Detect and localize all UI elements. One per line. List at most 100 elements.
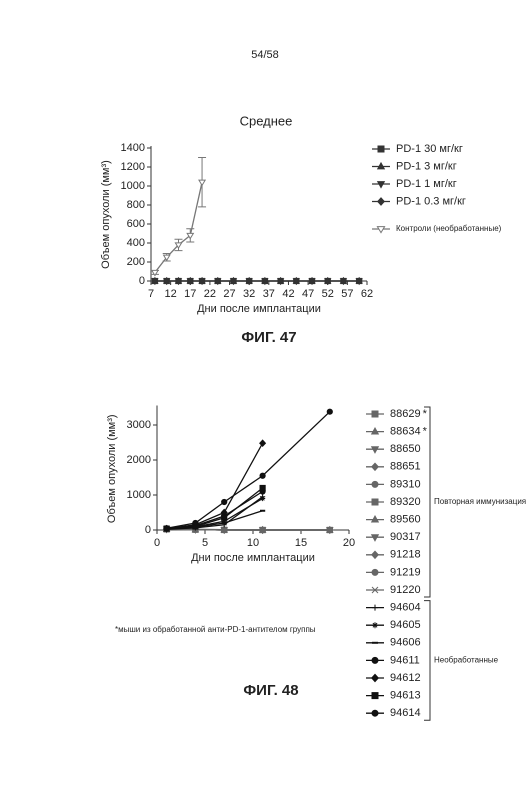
y-tick-label: 3000 bbox=[127, 419, 151, 431]
legend-label: 89320 bbox=[390, 496, 421, 508]
marker bbox=[198, 179, 207, 187]
figure-caption: ФИГ. 48 bbox=[243, 682, 298, 699]
x-tick-label: 37 bbox=[263, 288, 275, 300]
x-tick-label: 62 bbox=[361, 288, 373, 300]
group-bracket bbox=[424, 406, 431, 598]
series-line bbox=[166, 487, 263, 530]
marker bbox=[326, 408, 333, 415]
series-line bbox=[154, 182, 203, 273]
x-tick-label: 0 bbox=[154, 537, 160, 549]
legend-label: 91218 bbox=[390, 549, 421, 561]
marker bbox=[324, 277, 332, 285]
x-tick-label: 12 bbox=[165, 288, 177, 300]
legend-label: 88629 bbox=[390, 408, 421, 420]
legend-label: 94611 bbox=[390, 654, 420, 666]
marker bbox=[174, 277, 183, 285]
marker bbox=[371, 709, 379, 717]
marker bbox=[371, 656, 379, 664]
x-tick-label: 32 bbox=[243, 288, 255, 300]
legend-label: 94612 bbox=[390, 672, 421, 684]
marker bbox=[214, 277, 222, 285]
y-tick-label: 1200 bbox=[121, 161, 145, 173]
marker bbox=[377, 145, 385, 153]
legend-label: 91219 bbox=[390, 566, 421, 578]
y-tick-label: 200 bbox=[127, 256, 145, 268]
y-axis-label: Объем опухоли (мм³) bbox=[106, 414, 118, 523]
marker bbox=[162, 254, 171, 262]
marker bbox=[371, 568, 379, 576]
y-tick-label: 400 bbox=[127, 237, 145, 249]
y-axis-label: Объем опухоли (мм³) bbox=[100, 160, 112, 269]
x-tick-label: 17 bbox=[184, 288, 196, 300]
legend-label: 91220 bbox=[390, 584, 421, 596]
x-tick-label: 7 bbox=[148, 288, 154, 300]
figure-caption: ФИГ. 47 bbox=[241, 329, 296, 346]
legend-label: 94606 bbox=[390, 637, 421, 649]
y-tick-label: 0 bbox=[145, 524, 151, 536]
marker bbox=[186, 232, 195, 240]
x-tick-label: 22 bbox=[204, 288, 216, 300]
marker bbox=[371, 462, 379, 472]
legend-note: * bbox=[423, 426, 428, 438]
x-axis-label: Дни после имплантации bbox=[197, 303, 321, 315]
legend-label: 94614 bbox=[390, 707, 421, 719]
marker bbox=[371, 498, 379, 506]
marker bbox=[371, 586, 379, 594]
legend-label: 88634 bbox=[390, 426, 421, 438]
marker bbox=[372, 622, 378, 629]
legend-label: 94604 bbox=[390, 602, 421, 614]
marker bbox=[339, 277, 347, 285]
marker bbox=[376, 181, 386, 189]
y-tick-label: 800 bbox=[127, 199, 145, 211]
series-line bbox=[166, 528, 330, 531]
x-tick-label: 15 bbox=[295, 537, 307, 549]
legend-label: 94613 bbox=[390, 690, 421, 702]
y-tick-label: 2000 bbox=[127, 454, 151, 466]
marker bbox=[326, 527, 333, 533]
footnote: *мыши из обработанной анти-PD-1-антитело… bbox=[115, 625, 316, 634]
legend-label: 88650 bbox=[390, 443, 421, 455]
marker bbox=[371, 550, 379, 560]
legend-label: PD-1 1 мг/кг bbox=[396, 178, 457, 190]
marker bbox=[370, 514, 380, 523]
marker bbox=[259, 527, 266, 533]
marker bbox=[221, 498, 228, 506]
y-tick-label: 1000 bbox=[127, 489, 151, 501]
legend-label: 94605 bbox=[390, 619, 421, 631]
marker bbox=[245, 277, 253, 285]
group-label: Повторная иммунизация bbox=[434, 497, 526, 506]
legend-label: 88651 bbox=[390, 461, 421, 473]
marker bbox=[371, 480, 379, 488]
x-tick-label: 47 bbox=[302, 288, 314, 300]
marker bbox=[371, 673, 379, 683]
x-tick-label: 42 bbox=[282, 288, 294, 300]
marker bbox=[186, 277, 194, 285]
legend-label: Контроли (необработанные) bbox=[396, 224, 502, 233]
marker bbox=[370, 446, 380, 454]
marker bbox=[277, 277, 285, 285]
legend-label: 89310 bbox=[390, 478, 421, 490]
marker bbox=[259, 484, 266, 492]
page-number: 54/58 bbox=[251, 49, 279, 61]
marker bbox=[377, 197, 385, 206]
x-axis-label: Дни после имплантации bbox=[191, 552, 315, 564]
legend-label: 90317 bbox=[390, 531, 421, 543]
marker bbox=[259, 439, 267, 448]
marker bbox=[261, 277, 269, 285]
marker bbox=[163, 525, 170, 532]
marker bbox=[371, 410, 379, 418]
marker bbox=[370, 534, 380, 542]
marker bbox=[259, 472, 266, 479]
marker bbox=[229, 277, 238, 285]
marker bbox=[308, 277, 316, 285]
x-tick-label: 52 bbox=[322, 288, 334, 300]
marker bbox=[151, 277, 159, 285]
series-line bbox=[166, 442, 264, 530]
marker bbox=[221, 527, 228, 533]
x-tick-label: 57 bbox=[341, 288, 353, 300]
marker bbox=[260, 495, 266, 502]
y-tick-label: 0 bbox=[139, 275, 145, 287]
x-tick-label: 10 bbox=[247, 537, 259, 549]
marker bbox=[370, 426, 380, 435]
marker bbox=[198, 277, 206, 285]
